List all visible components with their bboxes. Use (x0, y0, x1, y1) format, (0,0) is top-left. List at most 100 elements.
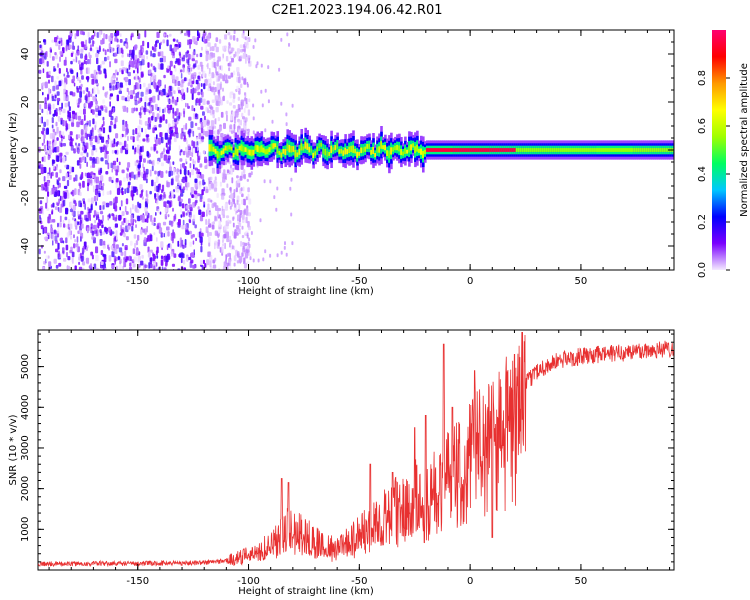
spectrogram-noise-cell (218, 220, 221, 227)
spectrogram-noise-cell (236, 67, 240, 72)
snr-y-tick-label: 2000 (20, 476, 31, 501)
spectrogram-noise-cell (87, 67, 90, 74)
spectrogram-noise-cell (157, 62, 160, 70)
spectrogram-noise-cell (63, 258, 67, 262)
spectrogram-noise-cell (218, 73, 222, 79)
spectrogram-signal-cell (298, 148, 301, 155)
spectrogram-noise-cell (155, 262, 158, 267)
spectrogram-noise-cell (43, 155, 46, 163)
spectrogram-noise-cell (200, 83, 203, 87)
spectrogram-noise-cell (153, 82, 157, 89)
spectrogram-noise-cell (163, 147, 165, 154)
spectrogram-noise-cell (158, 195, 162, 201)
spectrogram-x-tick-label: -150 (126, 276, 149, 287)
spectrogram-noise-cell (177, 268, 181, 270)
spectrogram-noise-cell (189, 214, 192, 219)
spectrogram-noise-cell (85, 39, 87, 47)
spectrogram-signal-cell (583, 148, 587, 152)
spectrogram-noise-cell (159, 57, 164, 63)
spectrogram-noise-cell (80, 130, 84, 138)
spectrogram-noise-cell (147, 246, 150, 253)
spectrogram-noise-cell (115, 133, 119, 139)
spectrogram-noise-cell (208, 236, 211, 244)
spectrogram-noise-cell (89, 47, 93, 52)
spectrogram-noise-cell (236, 199, 239, 205)
spectrogram-signal-cell (469, 148, 473, 152)
spectrogram-noise-cell (169, 70, 173, 76)
spectrogram-noise-cell (168, 110, 171, 115)
spectrogram-noise-cell (126, 68, 129, 74)
spectrogram-noise-cell (62, 42, 65, 46)
spectrogram-noise-cell (166, 226, 170, 231)
spectrogram-noise-cell (163, 33, 166, 37)
spectrogram-noise-cell (82, 245, 85, 251)
spectrogram-noise-cell (116, 236, 118, 240)
spectrogram-noise-cell (223, 73, 226, 78)
spectrogram-noise-cell (194, 146, 197, 154)
spectrogram-noise-cell (115, 182, 118, 189)
spectrogram-noise-cell (136, 91, 140, 99)
spectrogram-noise-cell (242, 116, 245, 120)
spectrogram-noise-cell (215, 106, 219, 113)
spectrogram-noise-cell (188, 129, 192, 133)
spectrogram-noise-cell (114, 216, 117, 222)
spectrogram-noise-cell (224, 225, 227, 231)
spectrogram-noise-cell (76, 121, 80, 128)
spectrogram-signal-cell (364, 146, 367, 152)
spectrogram-noise-cell (99, 175, 104, 182)
spectrogram-noise-cell (188, 116, 192, 121)
spectrogram-noise-cell (61, 102, 63, 109)
spectrogram-noise-cell (102, 215, 104, 222)
spectrogram-noise-cell (108, 176, 112, 182)
spectrogram-noise-cell (150, 97, 153, 103)
spectrogram-noise-cell (42, 68, 45, 74)
spectrogram-noise-cell (214, 118, 217, 125)
spectrogram-noise-cell (162, 233, 165, 237)
spectrogram-noise-cell (161, 266, 164, 270)
spectrogram-noise-cell (156, 237, 158, 242)
spectrogram-noise-cell (88, 102, 91, 109)
spectrogram-noise-cell (228, 67, 231, 72)
spectrogram-noise-cell (125, 128, 128, 136)
spectrogram-noise-cell (205, 219, 208, 225)
spectrogram-noise-cell (91, 149, 94, 156)
spectrogram-noise-cell (236, 37, 239, 42)
spectrogram-signal-cell (527, 148, 531, 152)
spectrogram-signal-cell (543, 148, 547, 152)
spectrogram-signal-cell (216, 151, 220, 159)
spectrogram-noise-cell (98, 220, 102, 226)
spectrogram-noise-cell (138, 112, 142, 116)
spectrogram-noise-cell (70, 246, 73, 253)
spectrogram-noise-cell (234, 117, 237, 124)
spectrogram-signal-cell (465, 148, 469, 152)
spectrogram-signal-cell (623, 148, 627, 152)
spectrogram-noise-cell (120, 251, 124, 256)
spectrogram-noise-cell (77, 115, 82, 121)
spectrogram-signal-cell (511, 148, 515, 152)
spectrogram-noise-cell (242, 169, 246, 174)
spectrogram-noise-cell (95, 113, 99, 118)
spectrogram-noise-cell (77, 134, 81, 139)
spectrogram-noise-cell (166, 39, 169, 47)
spectrogram-noise-cell (73, 234, 75, 239)
spectrogram-signal-cell (268, 147, 272, 153)
spectrogram-noise-cell (145, 87, 149, 95)
spectrogram-signal-cell (428, 148, 431, 152)
spectrogram-noise-cell (184, 224, 188, 231)
spectrogram-noise-cell (246, 234, 249, 239)
spectrogram-noise-cell (52, 159, 56, 164)
spectrogram-noise-cell (78, 221, 82, 226)
spectrogram-noise-cell (212, 109, 215, 115)
spectrogram-noise-cell (206, 34, 210, 42)
spectrogram-noise-cell (236, 48, 240, 54)
spectrogram-noise-cell (102, 120, 105, 126)
spectrogram-noise-cell (233, 123, 236, 130)
spectrogram-signal-cell (386, 150, 389, 156)
spectrogram-noise-cell (41, 130, 45, 134)
spectrogram-signal-cell (382, 145, 385, 150)
spectrogram-noise-cell (76, 221, 79, 226)
spectrogram-noise-cell (182, 219, 185, 226)
spectrogram-noise-cell (229, 92, 232, 99)
spectrogram-noise-cell (92, 135, 95, 140)
spectrogram-noise-cell (160, 152, 163, 159)
